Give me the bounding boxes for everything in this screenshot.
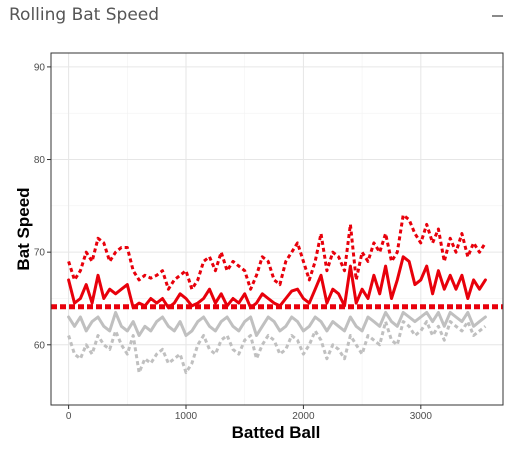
chart-area: 60 70 80 90 0 1000 2000 3000 Batted Ball Bat Sp… [0,32,526,451]
x-tick-label: 0 [66,411,72,422]
y-tick-label: 90 [34,62,46,73]
panel-header: Rolling Bat Speed [0,0,526,32]
y-tick-label: 60 [34,340,46,351]
plot-border [50,52,504,406]
x-tick-label: 3000 [410,411,433,422]
minus-icon[interactable] [489,8,505,24]
series-line-3 [67,310,487,337]
panel-title: Rolling Bat Speed [9,5,160,25]
y-axis-title: Bat Speed [14,187,33,270]
series-line-4 [67,320,487,375]
y-tick-label: 70 [34,248,46,259]
plot-background [51,53,503,405]
series-line-1 [67,213,487,291]
x-axis-title: Batted Ball [232,423,321,442]
rolling-bat-speed-chart: 60 70 80 90 0 1000 2000 3000 Batted Ball Bat Sp… [14,52,504,442]
x-tick-label: 2000 [292,411,315,422]
x-tick-label: 1000 [175,411,198,422]
y-tick-label: 80 [34,155,46,166]
